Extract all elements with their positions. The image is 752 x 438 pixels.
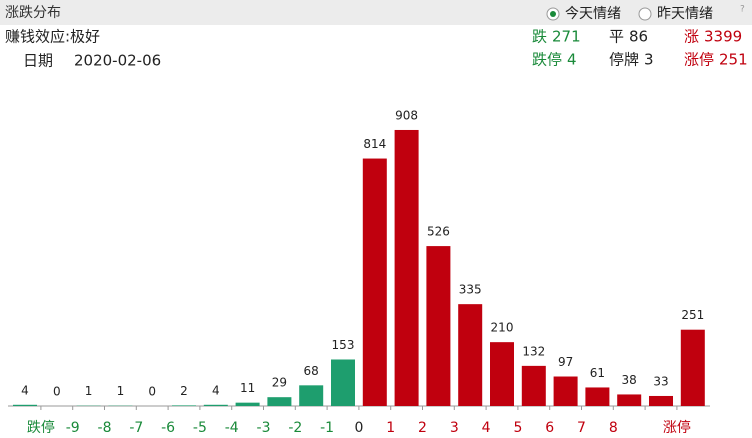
- value-label: 61: [590, 366, 605, 380]
- value-label: 0: [148, 385, 156, 399]
- x-tick-label: 6: [545, 420, 554, 436]
- radio-dot: [550, 11, 556, 17]
- stat-value: 3399: [704, 28, 742, 46]
- value-label: 97: [558, 355, 573, 369]
- bar: [553, 376, 578, 406]
- value-label: 0: [53, 385, 61, 399]
- x-tick-label: 5: [513, 420, 522, 436]
- stat-value: 271: [552, 28, 581, 46]
- x-tick-label: 3: [450, 420, 459, 436]
- x-tick-label: -4: [225, 420, 239, 436]
- bar: [203, 404, 228, 406]
- value-label: 1: [85, 384, 93, 398]
- x-tick-label: 1: [386, 420, 395, 436]
- stat-label: 涨停: [684, 51, 714, 69]
- stat-value: 251: [719, 51, 748, 69]
- date-label: 日期: [23, 52, 53, 70]
- x-tick-label: 跌停: [27, 419, 55, 436]
- panel-title: 涨跌分布: [5, 5, 61, 21]
- stat-value: 86: [629, 28, 648, 46]
- stat-label: 停牌: [609, 51, 639, 69]
- radio-yesterday[interactable]: [638, 7, 652, 21]
- stat-value: 3: [644, 51, 654, 69]
- bar: [299, 385, 324, 406]
- bar: [331, 359, 355, 406]
- value-label: 210: [491, 321, 514, 335]
- x-tick-label: 0: [354, 420, 363, 436]
- value-label: 68: [304, 364, 319, 378]
- bar: [267, 397, 292, 406]
- value-label: 4: [21, 383, 29, 397]
- value-label: 814: [363, 137, 386, 151]
- bar: [458, 304, 483, 406]
- value-label: 132: [522, 344, 545, 358]
- bar: [394, 129, 419, 406]
- value-label: 11: [240, 381, 255, 395]
- header-bar: [0, 0, 752, 25]
- stat-value: 4: [567, 51, 577, 69]
- value-label: 335: [459, 283, 482, 297]
- value-label: 29: [272, 376, 287, 390]
- value-label: 4: [212, 383, 220, 397]
- bar: [235, 402, 260, 406]
- bar: [172, 405, 196, 406]
- bar: [426, 246, 451, 406]
- x-tick-label: 7: [577, 420, 586, 436]
- value-label: 33: [653, 374, 668, 388]
- date: 2020-02-06: [74, 52, 161, 70]
- x-tick-label: 2: [418, 420, 427, 436]
- bar: [680, 329, 705, 406]
- stat-label: 跌: [532, 28, 547, 46]
- x-tick-label: -9: [66, 420, 80, 436]
- value-label: 2: [180, 384, 188, 398]
- x-tick-label: 8: [609, 420, 618, 436]
- stat-label: 平: [609, 28, 624, 46]
- x-tick-label: -6: [161, 420, 175, 436]
- x-tick-label: 4: [482, 420, 491, 436]
- x-tick-label: -5: [193, 420, 207, 436]
- option-yesterday[interactable]: 昨天情绪: [657, 6, 713, 22]
- stat-label: 涨: [684, 28, 699, 46]
- value-label: 908: [395, 108, 418, 122]
- bar: [362, 158, 387, 406]
- x-tick-label: -3: [257, 420, 271, 436]
- value-label: 153: [332, 338, 355, 352]
- bar: [13, 404, 37, 406]
- bar: [490, 342, 514, 406]
- effect: 赚钱效应:极好: [5, 28, 100, 46]
- value-label: 1: [117, 384, 125, 398]
- bar: [585, 387, 610, 406]
- help[interactable]: ?: [740, 5, 745, 15]
- stat-label: 跌停: [532, 51, 562, 69]
- value-label: 526: [427, 225, 450, 239]
- x-tick-label: -1: [320, 420, 334, 436]
- option-today[interactable]: 今天情绪: [565, 6, 621, 22]
- value-label: 251: [681, 308, 704, 322]
- x-tick-label: -7: [129, 420, 143, 436]
- bar: [649, 395, 673, 406]
- x-tick-label: -2: [288, 420, 302, 436]
- bar: [521, 365, 546, 406]
- value-label: 38: [622, 373, 637, 387]
- bar: [617, 394, 642, 406]
- x-tick-label: -8: [98, 420, 112, 436]
- x-tick-label: 涨停: [663, 419, 691, 436]
